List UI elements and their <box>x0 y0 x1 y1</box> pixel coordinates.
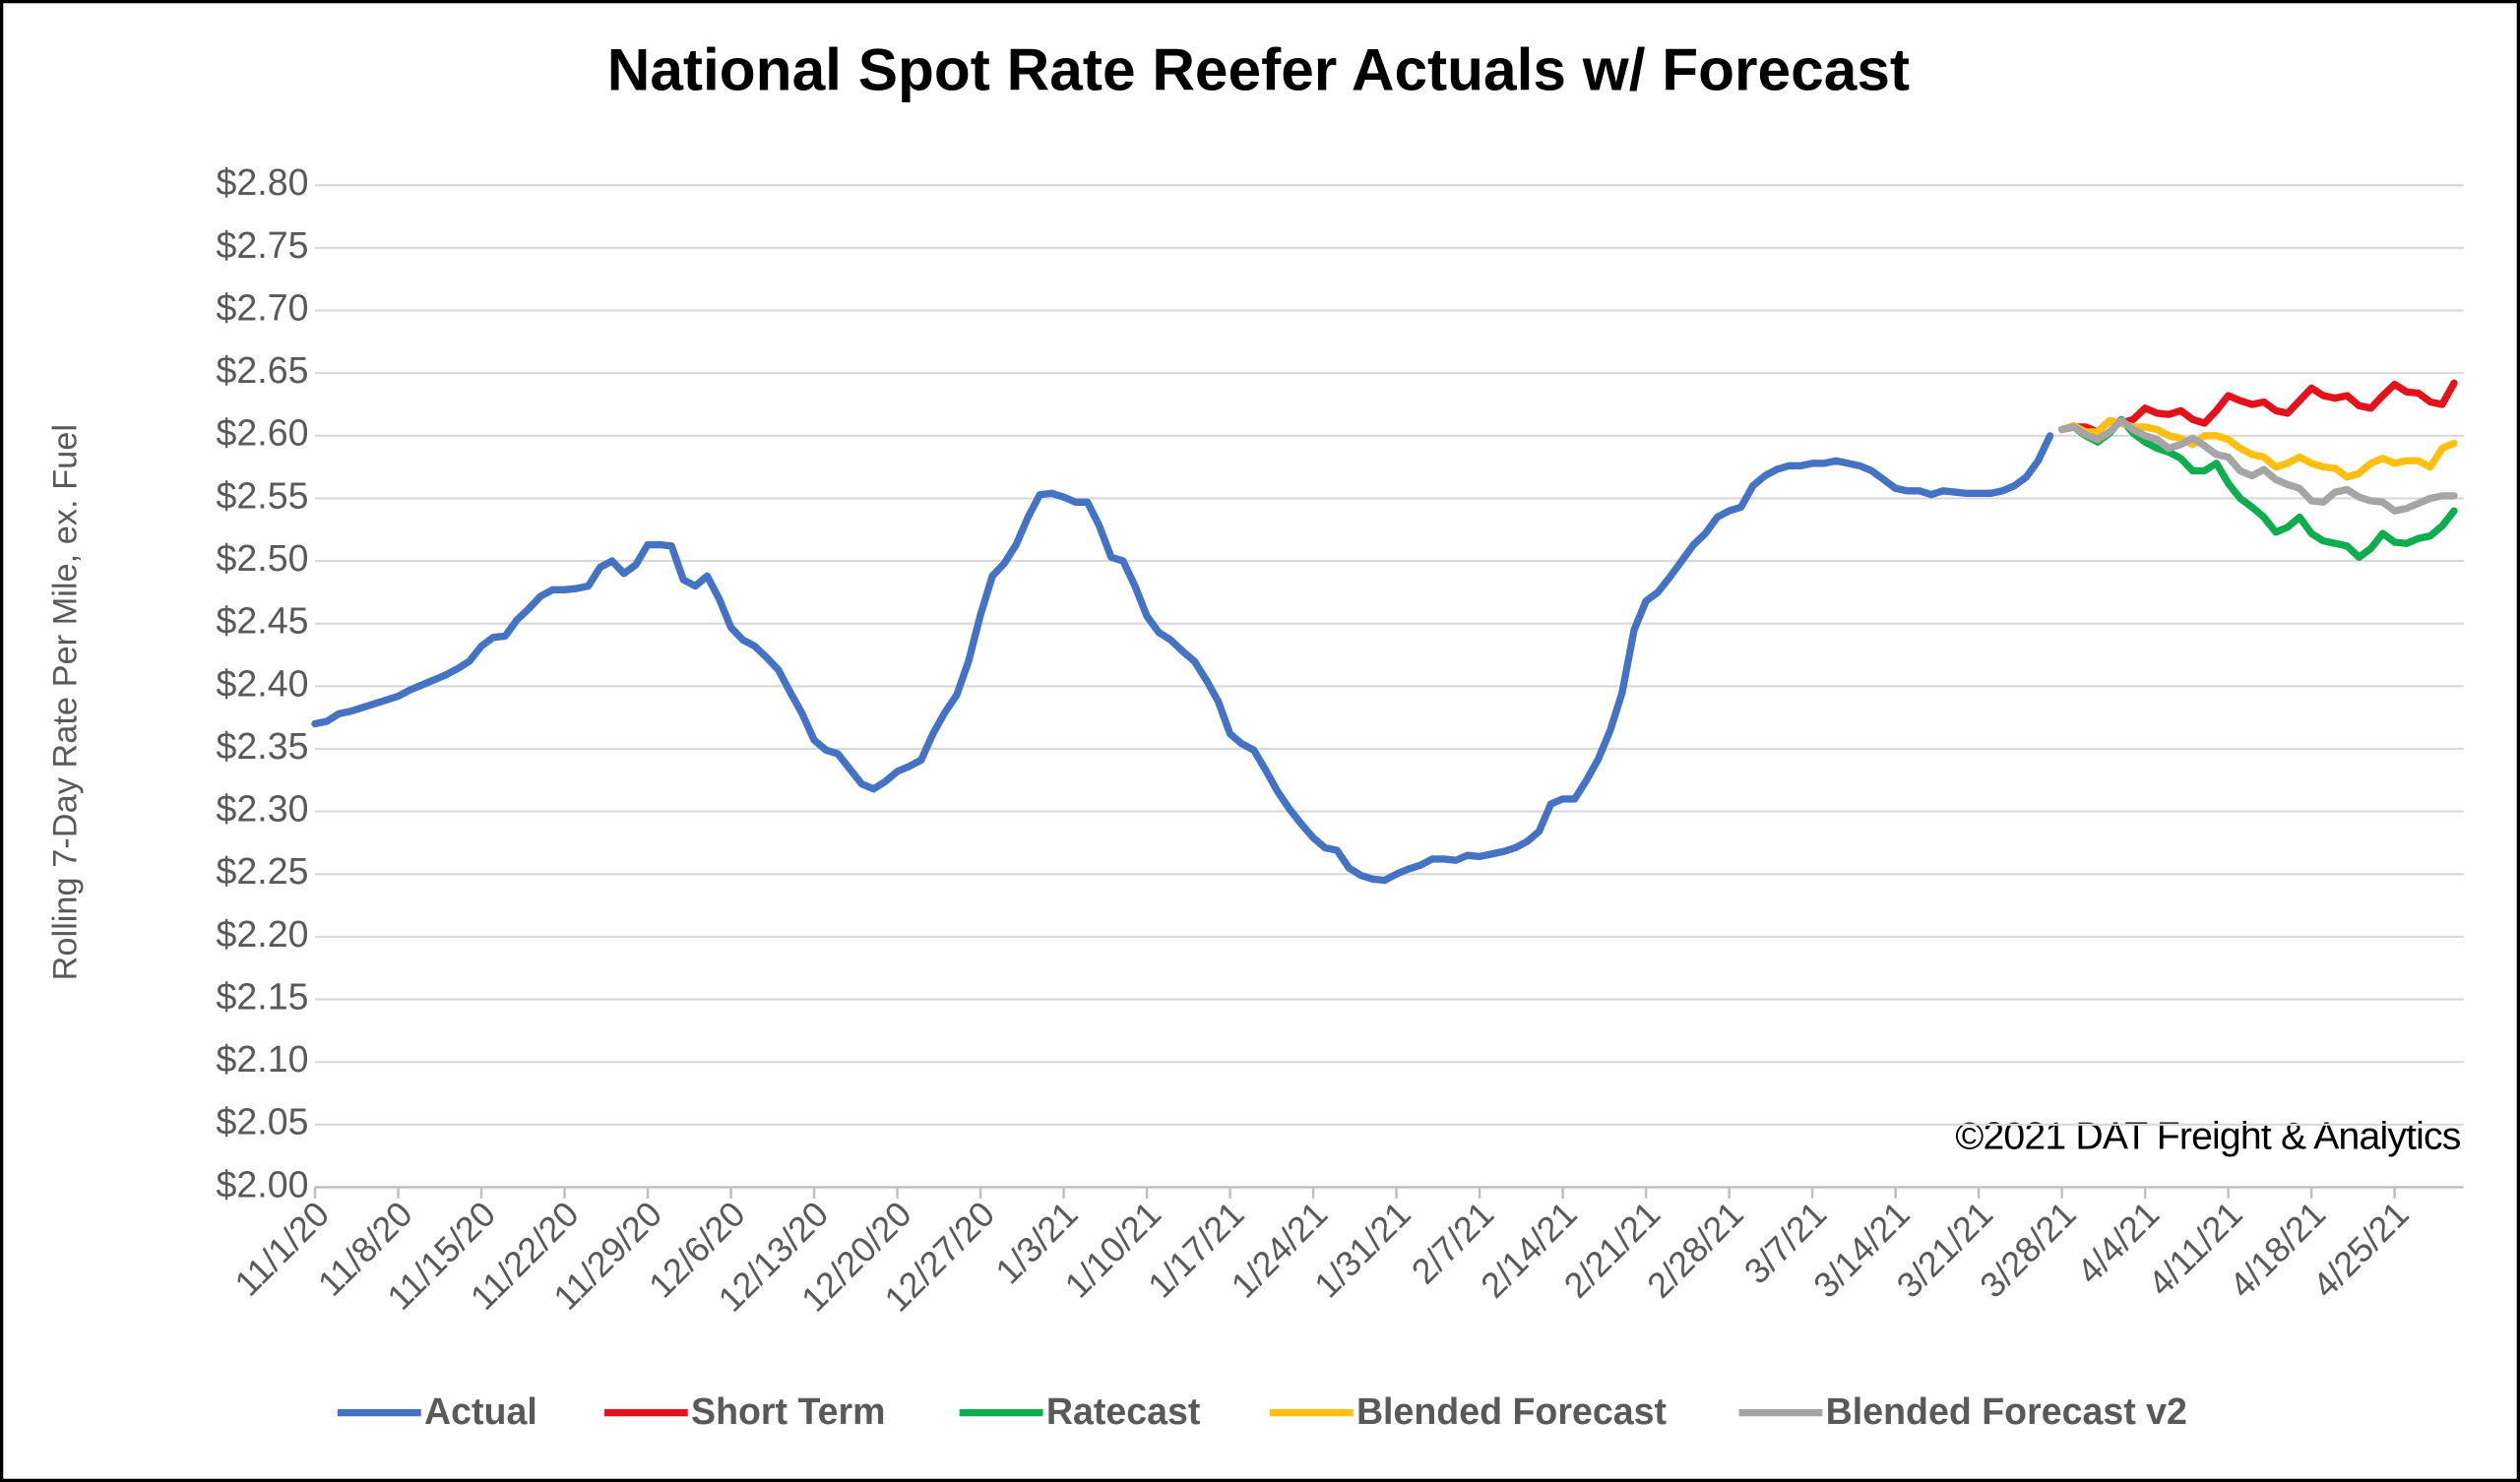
legend-label: Blended Forecast v2 <box>1826 1390 2187 1432</box>
y-tick-label: $2.05 <box>217 1101 309 1142</box>
y-tick-label: $2.15 <box>217 975 309 1017</box>
y-tick-label: $2.30 <box>217 788 309 830</box>
y-tick-label: $2.25 <box>217 850 309 892</box>
legend-label: Short Term <box>691 1390 885 1432</box>
y-tick-label: $2.35 <box>217 725 309 767</box>
y-tick-label: $2.45 <box>217 600 309 642</box>
legend-label: Ratecast <box>1046 1390 1201 1432</box>
y-tick-label: $2.80 <box>217 161 309 203</box>
y-tick-label: $2.55 <box>217 474 309 516</box>
legend-label: Blended Forecast <box>1356 1390 1668 1432</box>
y-tick-label: $2.20 <box>217 913 309 955</box>
y-tick-label: $2.40 <box>217 662 309 704</box>
y-tick-label: $2.75 <box>217 224 309 266</box>
series-line <box>311 432 2054 885</box>
y-tick-label: $2.60 <box>217 412 309 454</box>
y-axis-label: Rolling 7-Day Rate Per Mile, ex. Fuel <box>47 424 85 980</box>
y-tick-label: $2.00 <box>217 1163 309 1204</box>
series-line <box>2057 416 2458 515</box>
chart-title: National Spot Rate Reefer Actuals w/ For… <box>607 35 1910 102</box>
y-tick-label: $2.50 <box>217 537 309 579</box>
legend-label: Actual <box>424 1390 537 1432</box>
annotation: ©2021 DAT Freight & Analytics <box>1955 1115 2460 1158</box>
y-tick-label: $2.10 <box>217 1038 309 1080</box>
y-tick-label: $2.65 <box>217 349 309 391</box>
y-tick-label: $2.70 <box>217 286 309 328</box>
